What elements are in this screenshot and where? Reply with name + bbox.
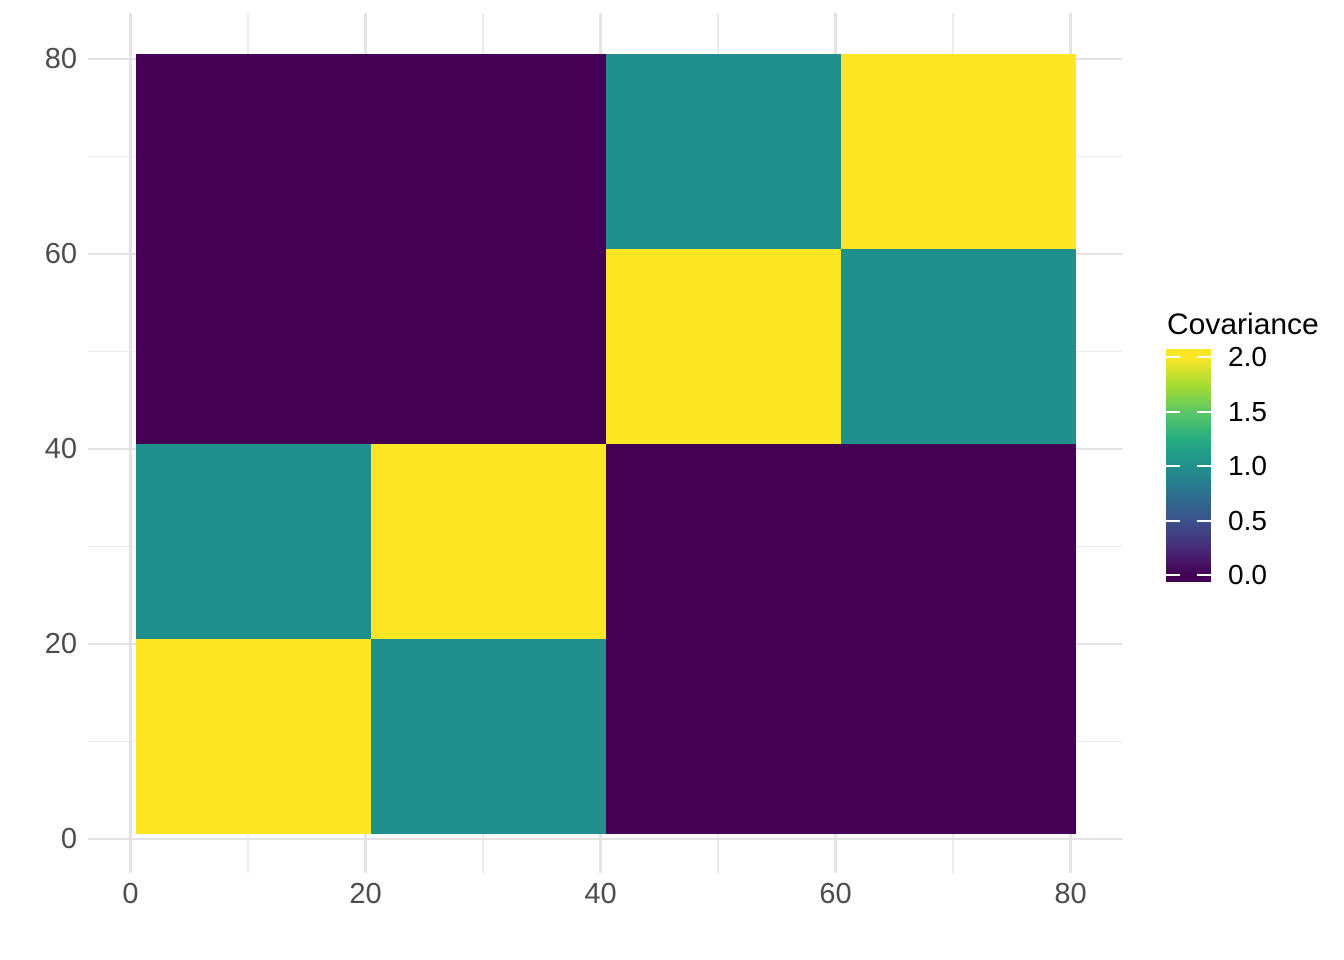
legend-tick-label: 1.0 [1228, 450, 1267, 481]
heatmap-tile [841, 249, 1077, 445]
colorbar-tick [1166, 519, 1180, 522]
legend-colorbar [1166, 349, 1211, 582]
heatmap-tile [136, 54, 372, 250]
heatmap-tile [841, 444, 1077, 640]
plot-panel [88, 13, 1122, 873]
legend-tick-label: 0.0 [1228, 559, 1267, 590]
legend-title: Covariance [1167, 308, 1319, 341]
colorbar-tick [1197, 574, 1211, 576]
colorbar-tick [1197, 519, 1211, 522]
legend-tick-label: 1.5 [1228, 395, 1267, 427]
heatmap-tile [606, 249, 842, 445]
heatmap-tile [606, 639, 842, 835]
heatmap-tile [136, 639, 372, 835]
heatmap-tile [841, 639, 1077, 835]
colorbar-tick [1166, 410, 1180, 413]
heatmap-tile [371, 249, 607, 445]
gridline-major-x [129, 13, 132, 873]
heatmap-tile [606, 54, 842, 250]
y-axis-tick-label: 20 [44, 628, 77, 660]
colorbar-tick [1166, 574, 1180, 576]
heatmap-tile [371, 54, 607, 250]
legend-tick-label: 0.5 [1228, 504, 1267, 536]
legend-tick-label: 2.0 [1228, 341, 1267, 372]
heatmap-tile [371, 639, 607, 835]
y-axis-tick-label: 40 [44, 433, 77, 465]
colorbar-tick [1197, 410, 1211, 413]
heatmap-tile [606, 444, 842, 640]
colorbar-tick [1197, 356, 1211, 358]
gridline-major-y [88, 837, 1122, 841]
x-axis-tick-label: 0 [122, 878, 139, 910]
heatmap-tile [136, 249, 372, 445]
y-axis-tick-label: 80 [44, 43, 77, 75]
colorbar-tick [1166, 356, 1180, 358]
colorbar-tick [1197, 465, 1211, 467]
legend: Covariance 2.0 1.5 1.0 0.5 0.0 [1166, 309, 1344, 599]
colorbar-tick [1166, 465, 1180, 467]
x-axis-tick-label: 60 [819, 878, 852, 910]
heatmap-tile [841, 54, 1077, 250]
heatmap-tile [371, 444, 607, 640]
heatmap-tile [136, 444, 372, 640]
y-axis-tick-label: 60 [44, 238, 77, 270]
y-axis-tick-label: 0 [60, 823, 77, 855]
x-axis-tick-label: 80 [1054, 878, 1087, 910]
x-axis-tick-label: 40 [584, 878, 617, 910]
x-axis-tick-label: 20 [349, 878, 382, 910]
